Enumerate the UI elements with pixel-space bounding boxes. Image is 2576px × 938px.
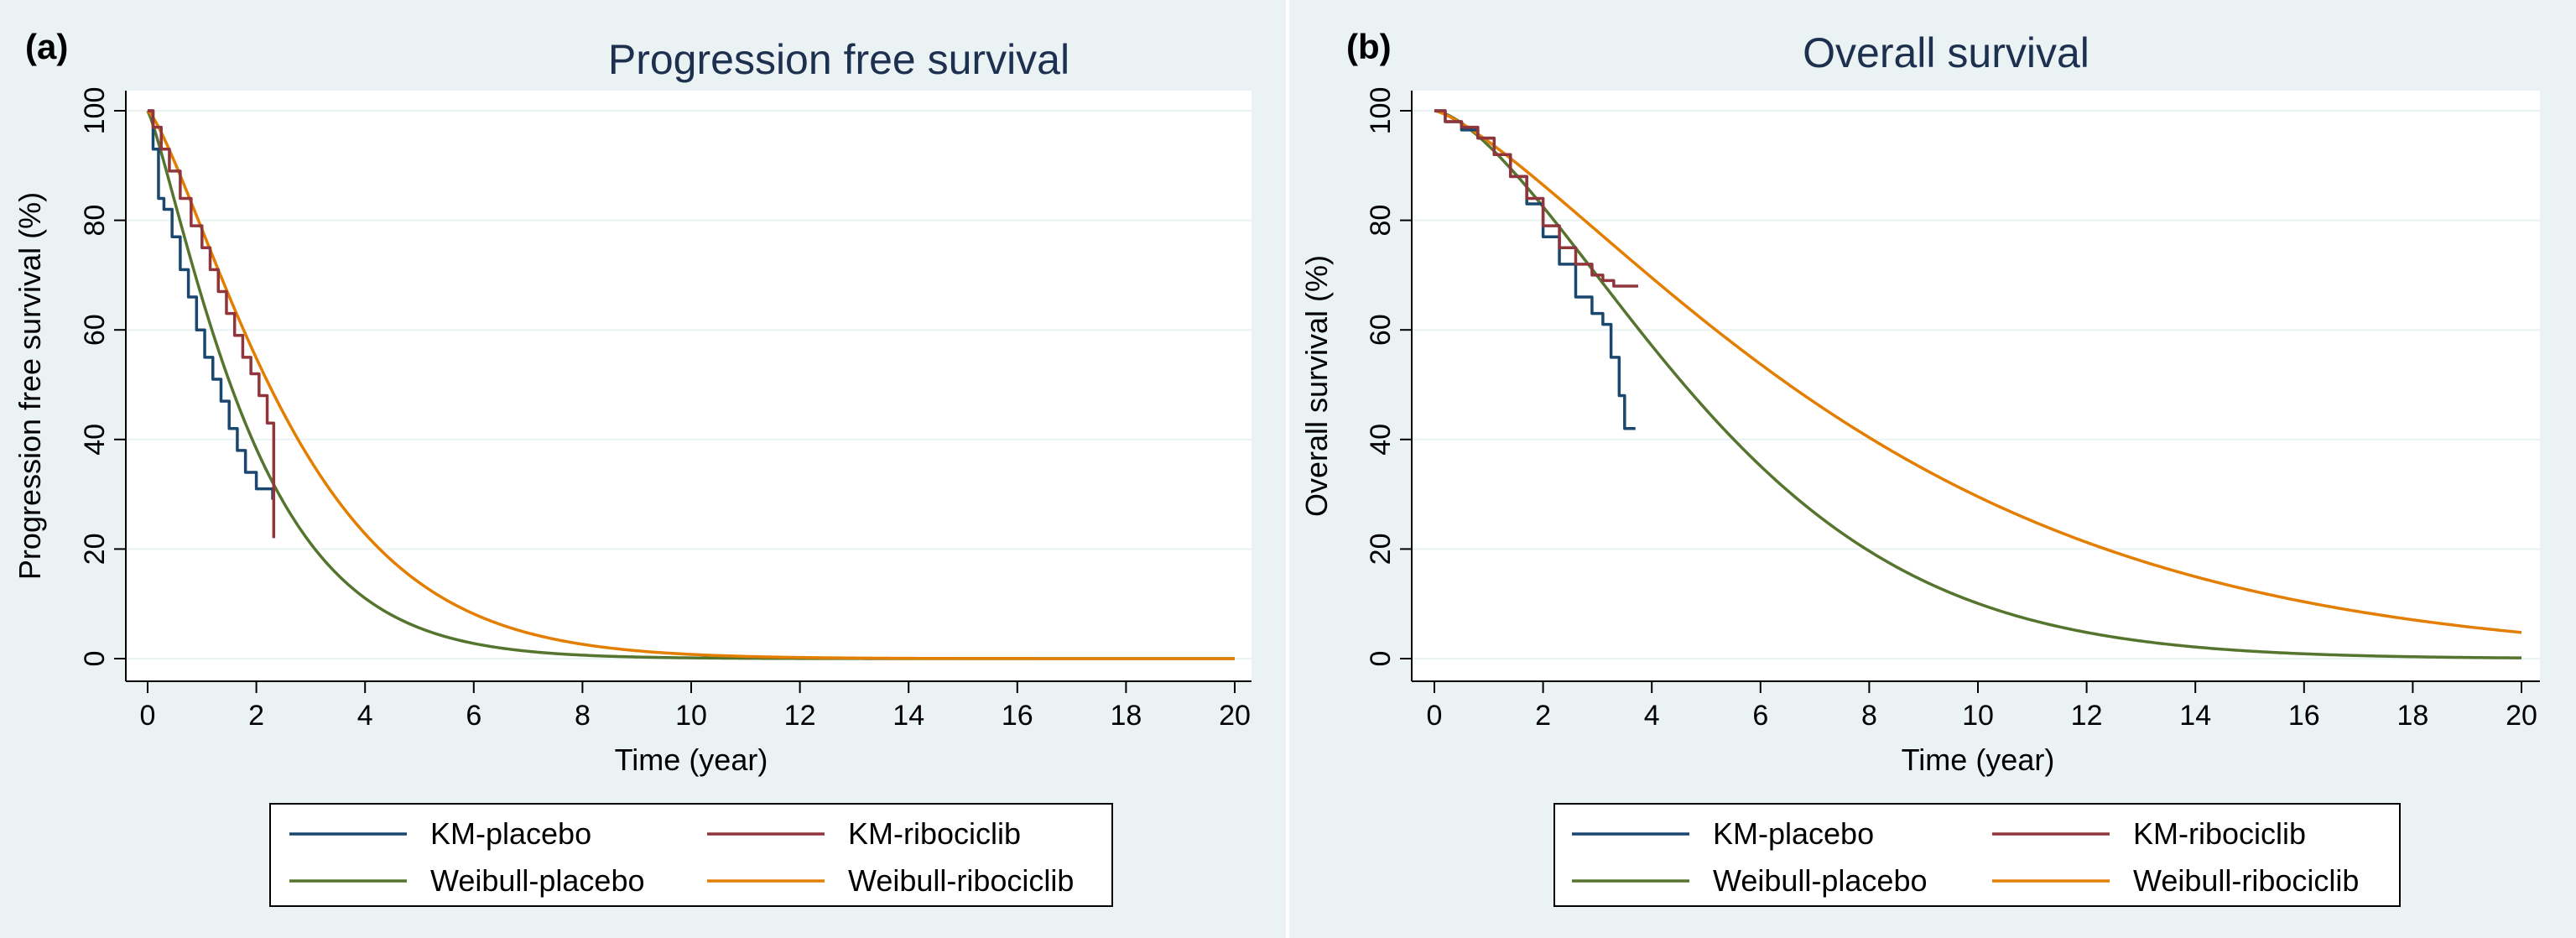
x-tick-label: 16 xyxy=(1002,700,1033,732)
legend-label-km-ribociclib: KM-ribociclib xyxy=(848,816,1021,851)
x-tick-label: 14 xyxy=(2179,700,2211,732)
y-tick-label: 0 xyxy=(1365,651,1397,667)
x-tick-label: 8 xyxy=(1861,700,1877,732)
y-tick-label: 20 xyxy=(79,533,111,565)
x-tick-label: 6 xyxy=(466,700,481,732)
chart-title: Progression free survival xyxy=(608,36,1069,83)
y-tick-label: 0 xyxy=(79,651,111,667)
x-tick-label: 20 xyxy=(1219,700,1251,732)
y-tick-label: 60 xyxy=(1365,314,1397,346)
legend-label-km-ribociclib: KM-ribociclib xyxy=(2133,816,2306,851)
y-tick-label: 40 xyxy=(79,424,111,456)
legend-label-weibull-placebo: Weibull-placebo xyxy=(430,863,644,898)
y-tick-label: 40 xyxy=(1365,424,1397,456)
x-tick-label: 6 xyxy=(1752,700,1768,732)
series-line-weibull-ribociclib xyxy=(146,109,1235,660)
plot-area xyxy=(1412,91,2540,681)
series-line-km-placebo xyxy=(148,109,274,500)
y-tick-label: 80 xyxy=(1365,205,1397,237)
legend-label-km-placebo: KM-placebo xyxy=(430,816,591,851)
y-tick-label: 20 xyxy=(1365,533,1397,565)
panel-label: (a) xyxy=(25,27,68,66)
x-tick-label: 12 xyxy=(2071,700,2103,732)
legend-label-weibull-ribociclib: Weibull-ribociclib xyxy=(848,863,1074,898)
plot-area xyxy=(126,91,1252,681)
y-tick-label: 60 xyxy=(79,314,111,346)
y-axis-title: Overall survival (%) xyxy=(1299,255,1334,517)
x-tick-label: 10 xyxy=(675,700,707,732)
chart-panel-b: 0 2 4 6 8 10 12 14 16 18 20 0 20 40 60 80 100 Time (year)… xyxy=(1299,27,2540,907)
legend-box xyxy=(269,803,1113,907)
x-axis-title: Time (year) xyxy=(1902,743,2055,777)
x-tick-label: 14 xyxy=(892,700,924,732)
chart-title: Overall survival xyxy=(1803,29,2089,76)
panel-label: (b) xyxy=(1346,27,1392,66)
x-tick-label: 4 xyxy=(357,700,373,732)
y-tick-label: 100 xyxy=(1365,87,1397,135)
x-tick-label: 10 xyxy=(1962,700,1994,732)
legend-label-weibull-ribociclib: Weibull-ribociclib xyxy=(2133,863,2359,898)
legend-box xyxy=(1553,803,2401,907)
x-tick-label: 8 xyxy=(575,700,591,732)
x-tick-label: 4 xyxy=(1644,700,1660,732)
series-line-km-ribociclib xyxy=(1434,109,1638,288)
series-line-km-ribociclib xyxy=(148,109,276,539)
x-tick-label: 18 xyxy=(2396,700,2428,732)
x-tick-label: 18 xyxy=(1110,700,1142,732)
legend-label-weibull-placebo: Weibull-placebo xyxy=(1713,863,1927,898)
series-line-km-placebo xyxy=(1434,109,1636,430)
y-tick-label: 80 xyxy=(79,205,111,237)
legend-label-km-placebo: KM-placebo xyxy=(1713,816,1874,851)
series-line-weibull-placebo xyxy=(1434,109,2522,659)
x-tick-label: 2 xyxy=(1535,700,1551,732)
y-tick-label: 100 xyxy=(79,87,111,135)
x-tick-label: 20 xyxy=(2506,700,2537,732)
x-tick-label: 0 xyxy=(140,700,156,732)
x-tick-label: 16 xyxy=(2288,700,2320,732)
chart-panel-a: 0 2 4 6 8 10 12 14 16 18 20 0 20 40 60 80 100 Time (year)… xyxy=(13,27,1252,907)
x-tick-label: 2 xyxy=(248,700,264,732)
x-tick-label: 12 xyxy=(784,700,816,732)
series-line-weibull-ribociclib xyxy=(1434,109,2522,634)
x-axis-title: Time (year) xyxy=(615,743,768,777)
y-axis-title: Progression free survival (%) xyxy=(13,192,47,580)
x-tick-label: 0 xyxy=(1427,700,1443,732)
